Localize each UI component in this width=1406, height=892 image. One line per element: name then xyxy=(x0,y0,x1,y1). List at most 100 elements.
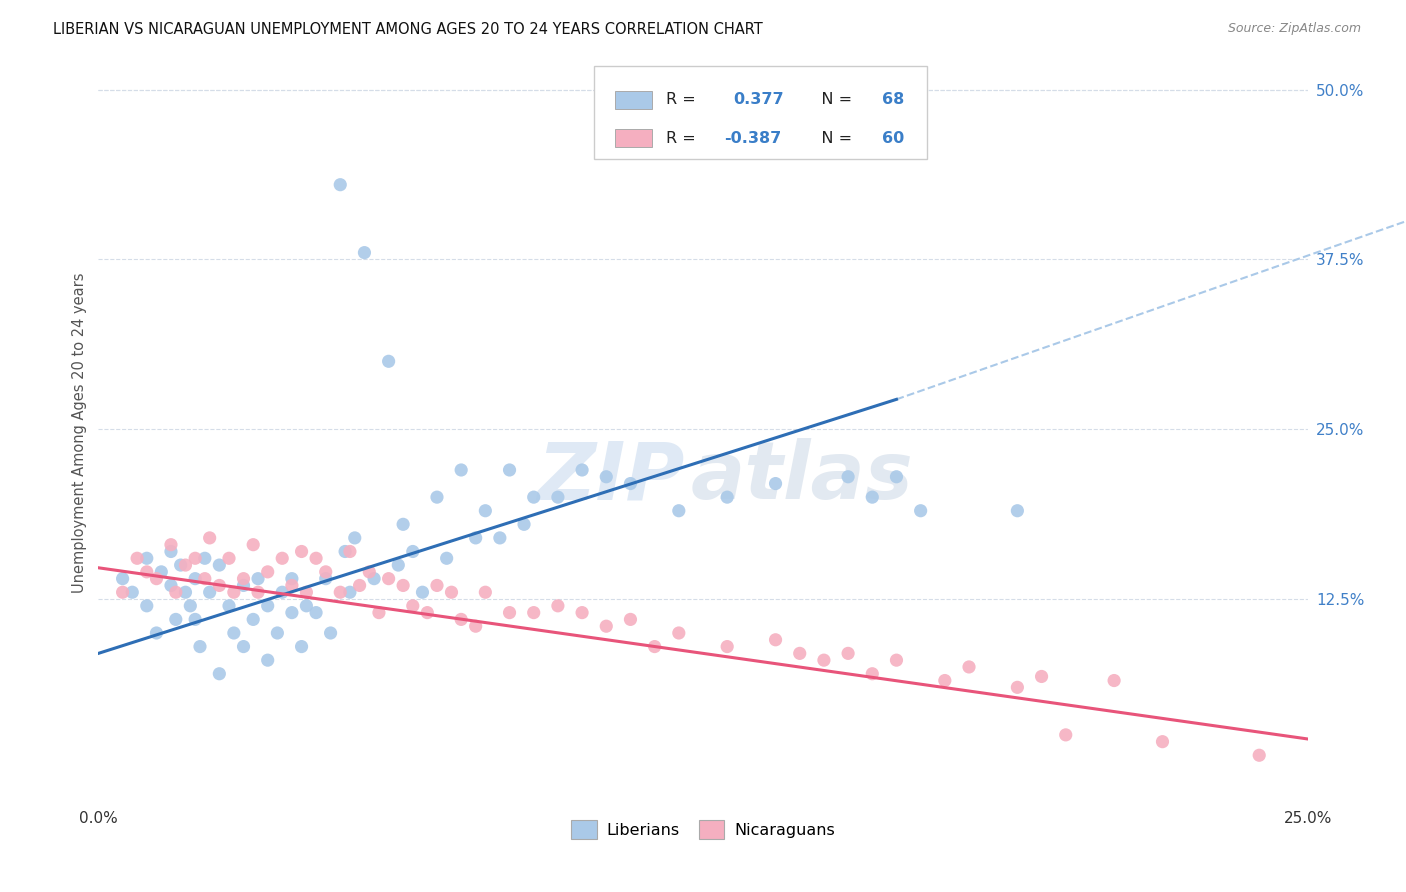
Point xyxy=(184,572,207,586)
Point xyxy=(1007,681,1029,695)
Point xyxy=(247,572,270,586)
Point xyxy=(349,578,371,592)
Point xyxy=(860,666,883,681)
Point xyxy=(242,538,264,552)
Text: R =: R = xyxy=(666,130,702,145)
Point xyxy=(716,490,738,504)
Point xyxy=(934,673,956,688)
Point xyxy=(222,626,245,640)
Point xyxy=(194,551,217,566)
Point xyxy=(295,585,318,599)
Point xyxy=(957,660,980,674)
Point xyxy=(150,565,173,579)
Point xyxy=(295,599,318,613)
Point xyxy=(266,626,288,640)
Bar xyxy=(614,91,652,109)
Point xyxy=(619,612,641,626)
Point xyxy=(174,558,197,572)
Point xyxy=(426,578,449,592)
Point xyxy=(595,619,617,633)
Point xyxy=(789,646,811,660)
Point xyxy=(145,572,167,586)
Point xyxy=(198,585,221,599)
Point xyxy=(232,640,254,654)
Point xyxy=(668,626,690,640)
Text: R =: R = xyxy=(666,92,706,107)
Point xyxy=(256,599,278,613)
Point xyxy=(464,619,486,633)
Point xyxy=(281,578,304,592)
Point xyxy=(765,476,787,491)
Point xyxy=(315,572,337,586)
Point xyxy=(523,606,546,620)
Text: N =: N = xyxy=(806,130,856,145)
Point xyxy=(329,178,352,192)
Point xyxy=(886,469,908,483)
Point xyxy=(513,517,536,532)
Point xyxy=(619,476,641,491)
Point xyxy=(837,646,859,660)
Point xyxy=(368,606,391,620)
Point xyxy=(644,640,666,654)
Text: 0.377: 0.377 xyxy=(733,92,783,107)
Y-axis label: Unemployment Among Ages 20 to 24 years: Unemployment Among Ages 20 to 24 years xyxy=(72,272,87,593)
Point xyxy=(716,640,738,654)
Point xyxy=(111,585,134,599)
Point xyxy=(271,585,294,599)
Point xyxy=(426,490,449,504)
Point xyxy=(595,469,617,483)
Point xyxy=(218,599,240,613)
Point xyxy=(450,612,472,626)
Point xyxy=(392,578,415,592)
Text: 60: 60 xyxy=(882,130,904,145)
Point xyxy=(127,551,149,566)
Point xyxy=(232,572,254,586)
Point xyxy=(174,585,197,599)
Point xyxy=(222,585,245,599)
Point xyxy=(247,585,270,599)
Point xyxy=(1152,734,1174,748)
Point xyxy=(450,463,472,477)
Point xyxy=(218,551,240,566)
Point xyxy=(281,572,304,586)
Point xyxy=(860,490,883,504)
Point xyxy=(387,558,409,572)
Point xyxy=(160,538,183,552)
Point xyxy=(910,504,932,518)
Point xyxy=(121,585,143,599)
Point xyxy=(571,606,593,620)
Point xyxy=(111,572,134,586)
Point xyxy=(547,490,569,504)
Point xyxy=(571,463,593,477)
Point xyxy=(194,572,217,586)
Point xyxy=(135,565,157,579)
Point xyxy=(256,653,278,667)
Point xyxy=(363,572,385,586)
Point xyxy=(256,565,278,579)
Point xyxy=(319,626,342,640)
Legend: Liberians, Nicaraguans: Liberians, Nicaraguans xyxy=(564,813,842,847)
Point xyxy=(339,585,361,599)
Point xyxy=(498,606,520,620)
Point xyxy=(208,558,231,572)
Point xyxy=(305,606,328,620)
Point xyxy=(474,585,496,599)
Point xyxy=(474,504,496,518)
Point xyxy=(179,599,201,613)
Point xyxy=(359,565,381,579)
Point xyxy=(165,612,187,626)
Point xyxy=(523,490,546,504)
Point xyxy=(1102,673,1125,688)
Point xyxy=(1031,669,1053,683)
Point xyxy=(160,578,183,592)
Point xyxy=(343,531,366,545)
Point xyxy=(281,606,304,620)
Point xyxy=(353,245,375,260)
FancyBboxPatch shape xyxy=(595,66,927,159)
Point xyxy=(440,585,463,599)
Point xyxy=(402,599,425,613)
Point xyxy=(498,463,520,477)
Point xyxy=(886,653,908,667)
Point xyxy=(290,640,312,654)
Point xyxy=(135,551,157,566)
